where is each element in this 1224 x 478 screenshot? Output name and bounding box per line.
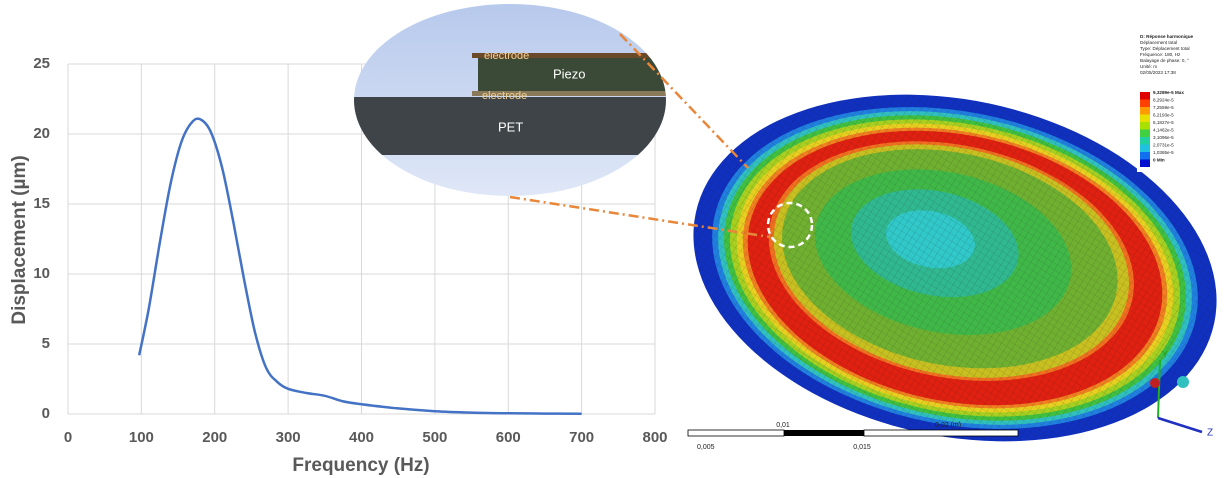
axis-label: Z	[1207, 428, 1213, 439]
x-tick-label: 400	[349, 429, 374, 446]
info-line: Type: Déplacement total	[1140, 46, 1190, 51]
x-tick-label: 600	[496, 429, 521, 446]
legend-label: 4,1462e-5	[1153, 128, 1174, 133]
info-line: D: Réponse harmonique	[1140, 34, 1194, 39]
plate	[693, 94, 1217, 442]
bottom-electrode	[472, 91, 666, 96]
x-tick-label: 0	[64, 429, 72, 446]
legend-label: 7,2559e-5	[1153, 105, 1174, 110]
label: electrode	[482, 90, 527, 102]
pet-layer	[354, 97, 666, 155]
legend-swatch	[1140, 99, 1150, 107]
y-tick-label: 0	[42, 405, 50, 422]
y-tick-label: 20	[33, 125, 50, 142]
x-tick-label: 200	[202, 429, 227, 446]
label: Piezo	[553, 66, 586, 81]
y-tick-label: 15	[33, 195, 50, 212]
legend-swatch	[1140, 129, 1150, 137]
focus-circle	[766, 201, 814, 249]
legend-swatch	[1140, 137, 1150, 145]
legend-label: 1,0365e-5	[1153, 150, 1174, 155]
cross-section: electrode Piezo electrode PET	[354, 4, 666, 196]
legend-label: 0 Min	[1153, 158, 1165, 163]
info-line: Déplacement total	[1140, 40, 1177, 45]
label: electrode	[484, 50, 529, 62]
legend-swatch	[1140, 122, 1150, 130]
legend-swatch	[1140, 114, 1150, 122]
scale-label: 0,015	[853, 444, 871, 451]
line-chart: Frequency (Hz) Displacement (µm) 0 5 10 15 2…	[9, 55, 668, 476]
legend-swatch	[1140, 144, 1150, 152]
legend-swatch	[1140, 92, 1150, 100]
x-tick-label: 800	[642, 429, 667, 446]
top-electrode	[472, 53, 666, 58]
axis-label: Y	[1162, 349, 1168, 359]
scale-label: 0,01	[776, 422, 790, 429]
info-line: Fréquence: 180, Hz	[1140, 52, 1181, 57]
legend-swatch	[1140, 159, 1150, 167]
legend-label: 2,0731e-5	[1153, 143, 1174, 148]
y-tick-label: 25	[33, 55, 50, 72]
scale-label: 0,005	[697, 444, 715, 451]
piezo-layer	[478, 58, 666, 91]
scale-bar: 0,01 0,02 (m) 0,005 0,015	[687, 422, 1019, 451]
legend-box	[1137, 30, 1220, 172]
legend-label: 8,2924e-5	[1153, 98, 1174, 103]
axis-triad: Y Z	[1150, 349, 1213, 439]
y-tick-label: 5	[42, 335, 50, 352]
legend-label: 5,1827e-5	[1153, 120, 1174, 125]
connector	[509, 33, 771, 239]
x-tick-label: 300	[276, 429, 301, 446]
legend-swatch	[1140, 107, 1150, 115]
y-tick-label: 10	[33, 265, 50, 282]
data-line	[137, 117, 582, 415]
scale-label: 0,02 (m)	[935, 422, 961, 429]
legend-label: 9,3289e-5 Max	[1153, 90, 1184, 95]
legend-swatch	[1140, 152, 1150, 160]
info-line: Balayage de phase: 0, °	[1140, 58, 1189, 63]
x-tick-label: 700	[569, 429, 594, 446]
y-axis-title: Displacement (µm)	[9, 155, 30, 324]
x-tick-label: 500	[422, 429, 447, 446]
legend-label: 3,1096e-5	[1153, 135, 1174, 140]
legend-label: 6,2193e-5	[1153, 113, 1174, 118]
label: PET	[498, 119, 523, 134]
x-axis-title: Frequency (Hz)	[292, 455, 429, 476]
x-tick-label: 100	[129, 429, 154, 446]
info-line: Unité: m	[1140, 64, 1157, 69]
info-line: 02/05/2023 17:38	[1140, 70, 1176, 75]
